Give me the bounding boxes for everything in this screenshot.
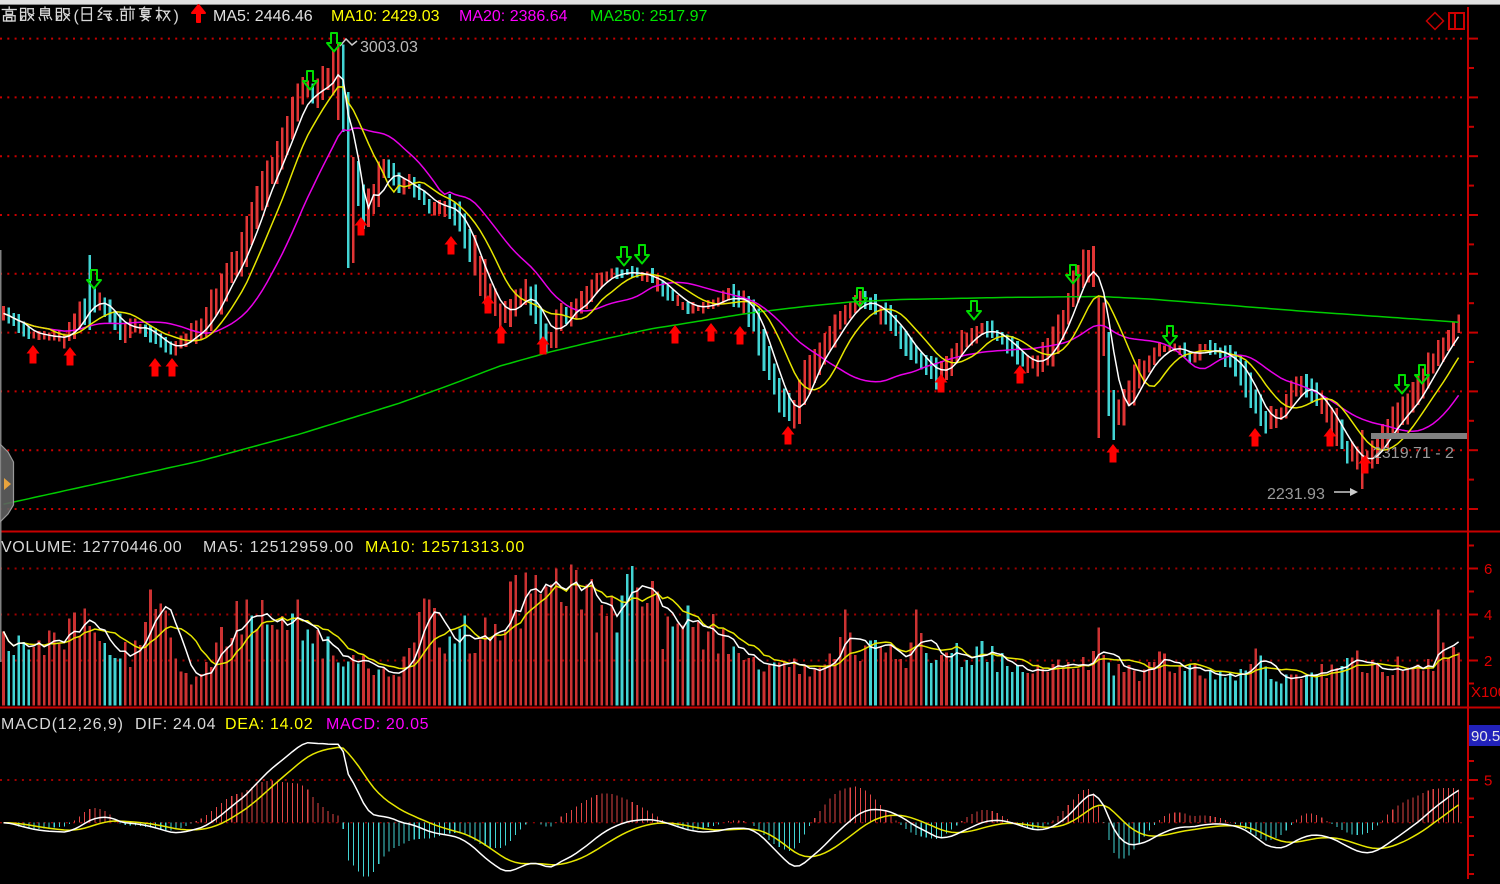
- svg-text:2319.71 - 2: 2319.71 - 2: [1373, 445, 1454, 462]
- svg-text:VOLUME: 12770446.00: VOLUME: 12770446.00: [1, 539, 182, 556]
- svg-text:MA5: 12512959.00: MA5: 12512959.00: [203, 539, 354, 556]
- svg-text:MA10: 2429.03: MA10: 2429.03: [331, 8, 440, 25]
- svg-text:5: 5: [1484, 773, 1492, 790]
- svg-text:2: 2: [1484, 653, 1492, 670]
- svg-text:4: 4: [1484, 607, 1492, 624]
- svg-text:MA10: 12571313.00: MA10: 12571313.00: [365, 539, 525, 556]
- svg-text:(: (: [74, 8, 80, 25]
- svg-text:2231.93: 2231.93: [1267, 486, 1325, 503]
- svg-text:X100: X100: [1471, 684, 1500, 701]
- svg-text:.: .: [115, 8, 119, 25]
- svg-text:DIF: 24.04: DIF: 24.04: [135, 716, 216, 733]
- svg-text:DEA: 14.02: DEA: 14.02: [225, 716, 313, 733]
- svg-text:MA20: 2386.64: MA20: 2386.64: [459, 8, 568, 25]
- svg-text:): ): [174, 8, 179, 25]
- svg-text:6: 6: [1484, 561, 1492, 578]
- svg-text:90.5: 90.5: [1471, 728, 1500, 745]
- svg-text:MA5: 2446.46: MA5: 2446.46: [213, 8, 313, 25]
- svg-text:MACD(12,26,9): MACD(12,26,9): [1, 716, 124, 733]
- svg-text:MACD: 20.05: MACD: 20.05: [326, 716, 429, 733]
- svg-text:MA250: 2517.97: MA250: 2517.97: [590, 8, 708, 25]
- svg-text:3003.03: 3003.03: [360, 39, 418, 56]
